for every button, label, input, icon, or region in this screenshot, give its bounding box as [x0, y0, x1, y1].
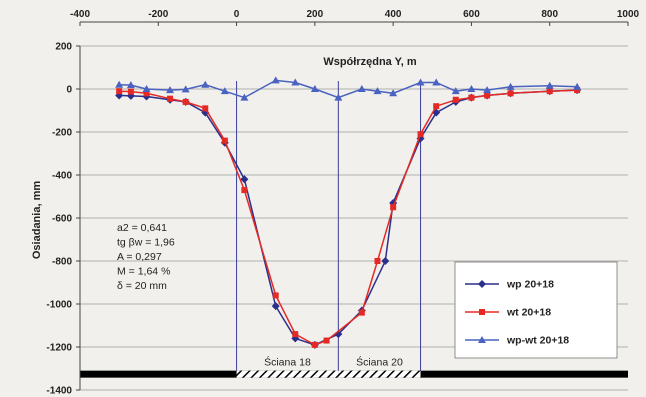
data-point: [143, 90, 150, 97]
data-point: [374, 258, 381, 264]
data-point: [483, 86, 492, 94]
series-square: [116, 87, 581, 348]
data-point: [373, 87, 382, 95]
data-point: [573, 82, 582, 90]
data-point: [115, 80, 124, 88]
data-point: [478, 336, 486, 343]
data-point: [202, 105, 209, 112]
data-point: [432, 78, 441, 86]
y-tick-label: -600: [52, 214, 72, 225]
annotation-line: M = 1,64 %: [117, 266, 170, 278]
data-point: [311, 341, 318, 348]
y-tick-label: -1400: [46, 386, 72, 397]
axes: 200 0 -200 -400 -600 -800 -1000 -1200 -1400 -400 -…: [46, 9, 639, 397]
y-tick-label: -200: [52, 128, 72, 139]
y-tick-label: 200: [55, 42, 72, 53]
data-point: [240, 175, 249, 184]
x-tick-label: -200: [148, 9, 168, 20]
panel-label: Ściana 20: [356, 356, 403, 369]
data-point: [323, 337, 330, 344]
panel-hatch: [236, 370, 339, 378]
y-tick-label: -400: [52, 171, 72, 182]
x-axis-label: Współrzędna Y, m: [323, 56, 417, 68]
data-point: [381, 257, 390, 265]
data-point: [574, 87, 581, 94]
data-point: [545, 81, 554, 89]
y-axis-label: Osiadania, mm: [31, 181, 43, 259]
legend-label: wp 20+18: [506, 279, 554, 291]
data-point: [127, 88, 134, 95]
annotation-line: a2 = 0,641: [117, 222, 167, 234]
data-point: [271, 302, 280, 311]
x-tick-label: 400: [385, 9, 402, 20]
data-point: [272, 292, 279, 299]
data-point: [417, 131, 424, 138]
annotation-line: tg βw = 1,96: [117, 237, 175, 249]
data-point: [166, 86, 175, 94]
data-point: [358, 309, 365, 316]
data-point: [220, 87, 229, 95]
data-point: [241, 187, 248, 194]
panel-label: Ściana 18: [264, 356, 311, 369]
data-point: [292, 331, 299, 338]
series-layer: [115, 76, 582, 349]
data-point: [467, 85, 476, 92]
data-point: [390, 204, 397, 211]
legend-label: wt 20+18: [506, 307, 551, 319]
y-tick-label: -1200: [46, 343, 72, 354]
annotation-line: δ = 20 mm: [117, 280, 167, 292]
legend-entry: wt 20+18: [465, 307, 551, 319]
data-point: [484, 92, 491, 99]
x-tick-label: 600: [463, 9, 480, 20]
data-point: [116, 88, 123, 95]
data-point: [416, 78, 425, 86]
x-tick-label: 1000: [617, 9, 640, 20]
data-point: [452, 96, 459, 103]
legend-entry: wp-wt 20+18: [465, 335, 569, 347]
data-point: [181, 85, 190, 93]
legend-entry: wp 20+18: [465, 279, 554, 291]
data-point: [126, 81, 135, 89]
annotation-block: a2 = 0,641 tg βw = 1,96 A = 0,297 M = 1,64 …: [117, 222, 175, 292]
data-point: [451, 87, 460, 95]
data-point: [142, 85, 151, 92]
data-point: [334, 93, 343, 101]
data-point: [201, 80, 210, 88]
y-tick-label: -800: [52, 257, 72, 268]
data-point: [468, 94, 475, 101]
legend: wp 20+18 wt 20+18 wp-wt 20+18: [454, 261, 618, 359]
y-tick-label: -1000: [46, 300, 72, 311]
data-point: [433, 103, 440, 110]
series-triangle: [115, 76, 582, 101]
legend-label: wp-wt 20+18: [506, 335, 569, 347]
x-tick-label: -400: [70, 9, 90, 20]
data-point: [507, 90, 514, 97]
wall-markers: Ściana 18 Ściana 20: [80, 81, 628, 378]
data-point: [478, 280, 486, 288]
x-tick-label: 800: [541, 9, 558, 20]
data-point: [291, 78, 300, 86]
y-tick-label: 0: [66, 85, 72, 96]
annotation-line: A = 0,297: [117, 251, 162, 263]
data-point: [479, 309, 485, 315]
data-point: [310, 85, 319, 92]
data-point: [546, 88, 553, 95]
data-point: [167, 95, 174, 102]
x-tick-label: 0: [234, 9, 240, 20]
data-point: [271, 76, 280, 84]
data-point: [357, 85, 366, 92]
panel-hatch: [338, 370, 421, 378]
data-point: [240, 93, 249, 101]
x-tick-label: 200: [307, 9, 324, 20]
data-point: [221, 137, 228, 144]
data-point: [506, 82, 515, 90]
data-point: [182, 98, 189, 105]
data-point: [389, 89, 398, 97]
